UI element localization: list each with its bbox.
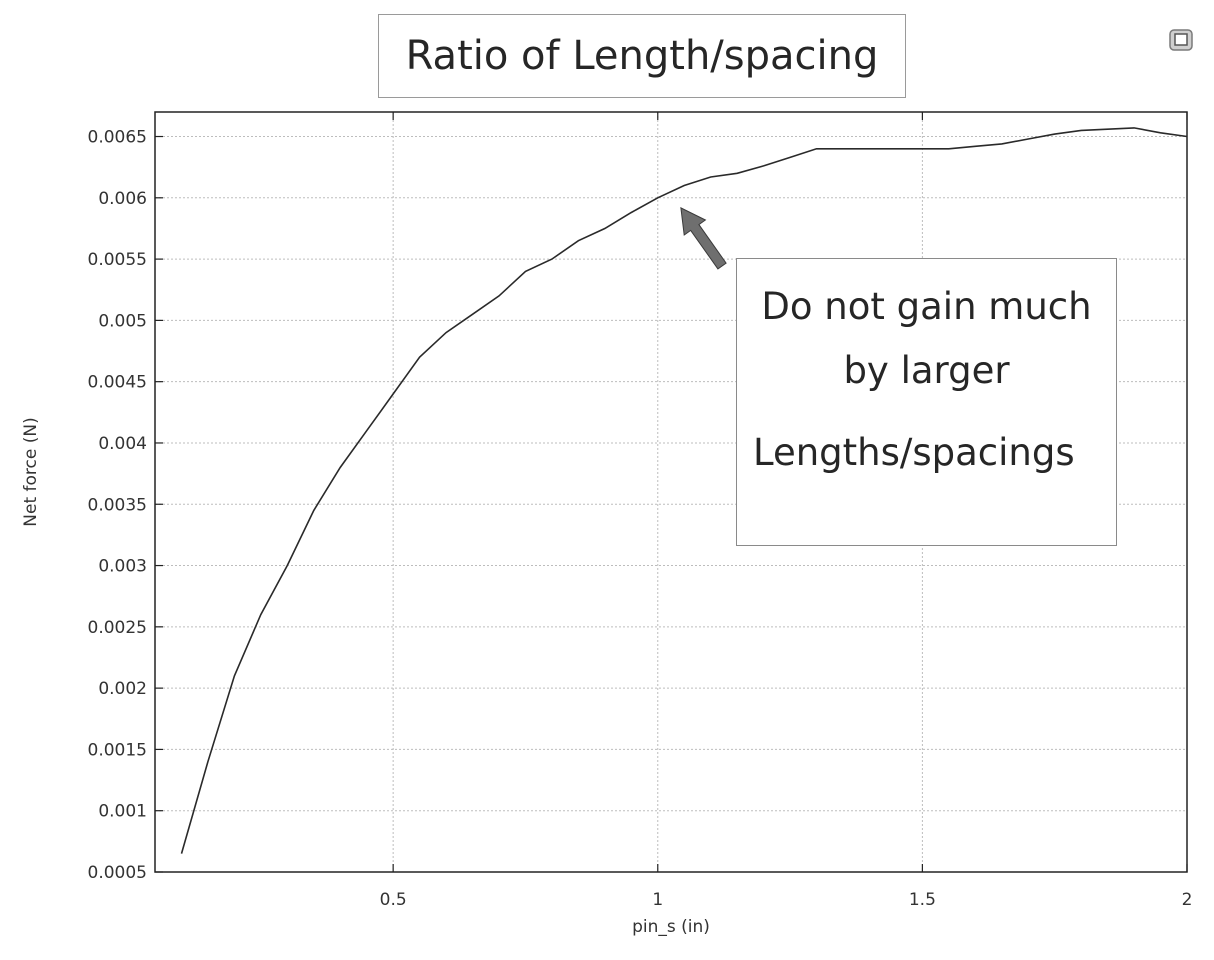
y-tick-label: 0.0065: [88, 128, 147, 148]
series-line: [180, 127, 1188, 854]
y-axis-label: Net force (N): [21, 417, 41, 526]
y-tick-label: 0.0035: [88, 495, 147, 515]
y-tick-label: 0.0015: [88, 740, 147, 760]
annotation-line-1: Do not gain much: [761, 285, 1092, 328]
x-axis-label: pin_s (in): [632, 917, 710, 937]
y-tick-label: 0.004: [98, 434, 147, 454]
y-tick-label: 0.002: [98, 679, 147, 699]
y-tick-label: 0.0005: [88, 863, 147, 883]
chart-title: Ratio of Length/spacing: [378, 14, 906, 98]
y-tick-label: 0.0025: [88, 618, 147, 638]
y-tick-label: 0.005: [98, 311, 147, 331]
x-tick-label: 2: [1182, 890, 1193, 910]
grid-lines: [155, 112, 1188, 873]
y-tick-label: 0.003: [98, 557, 147, 577]
x-tick-label: 1: [652, 890, 663, 910]
annotation-box: Do not gain much by larger Lengths/spaci…: [736, 258, 1117, 546]
x-tick-label: 1.5: [909, 890, 936, 910]
axis-ticks: 0.0005 0.001 0.0015 0.002 0.0025 0.003 0.0035 0…: [88, 112, 1193, 910]
annotation-line-2: by larger: [843, 349, 1010, 392]
plot-area: [154, 111, 1188, 873]
y-tick-label: 0.0055: [88, 250, 147, 270]
annotation-arrow-shape: [680, 207, 727, 270]
x-tick-label: 0.5: [380, 890, 407, 910]
y-tick-label: 0.0045: [88, 373, 147, 393]
annotation-line-3: Lengths/spacings: [753, 431, 1075, 474]
chart-title-text: Ratio of Length/spacing: [405, 33, 879, 79]
annotation-arrow: [680, 207, 727, 270]
window-restore-icon[interactable]: [1168, 28, 1194, 52]
y-tick-label: 0.006: [98, 189, 147, 209]
y-tick-label: 0.001: [98, 802, 147, 822]
